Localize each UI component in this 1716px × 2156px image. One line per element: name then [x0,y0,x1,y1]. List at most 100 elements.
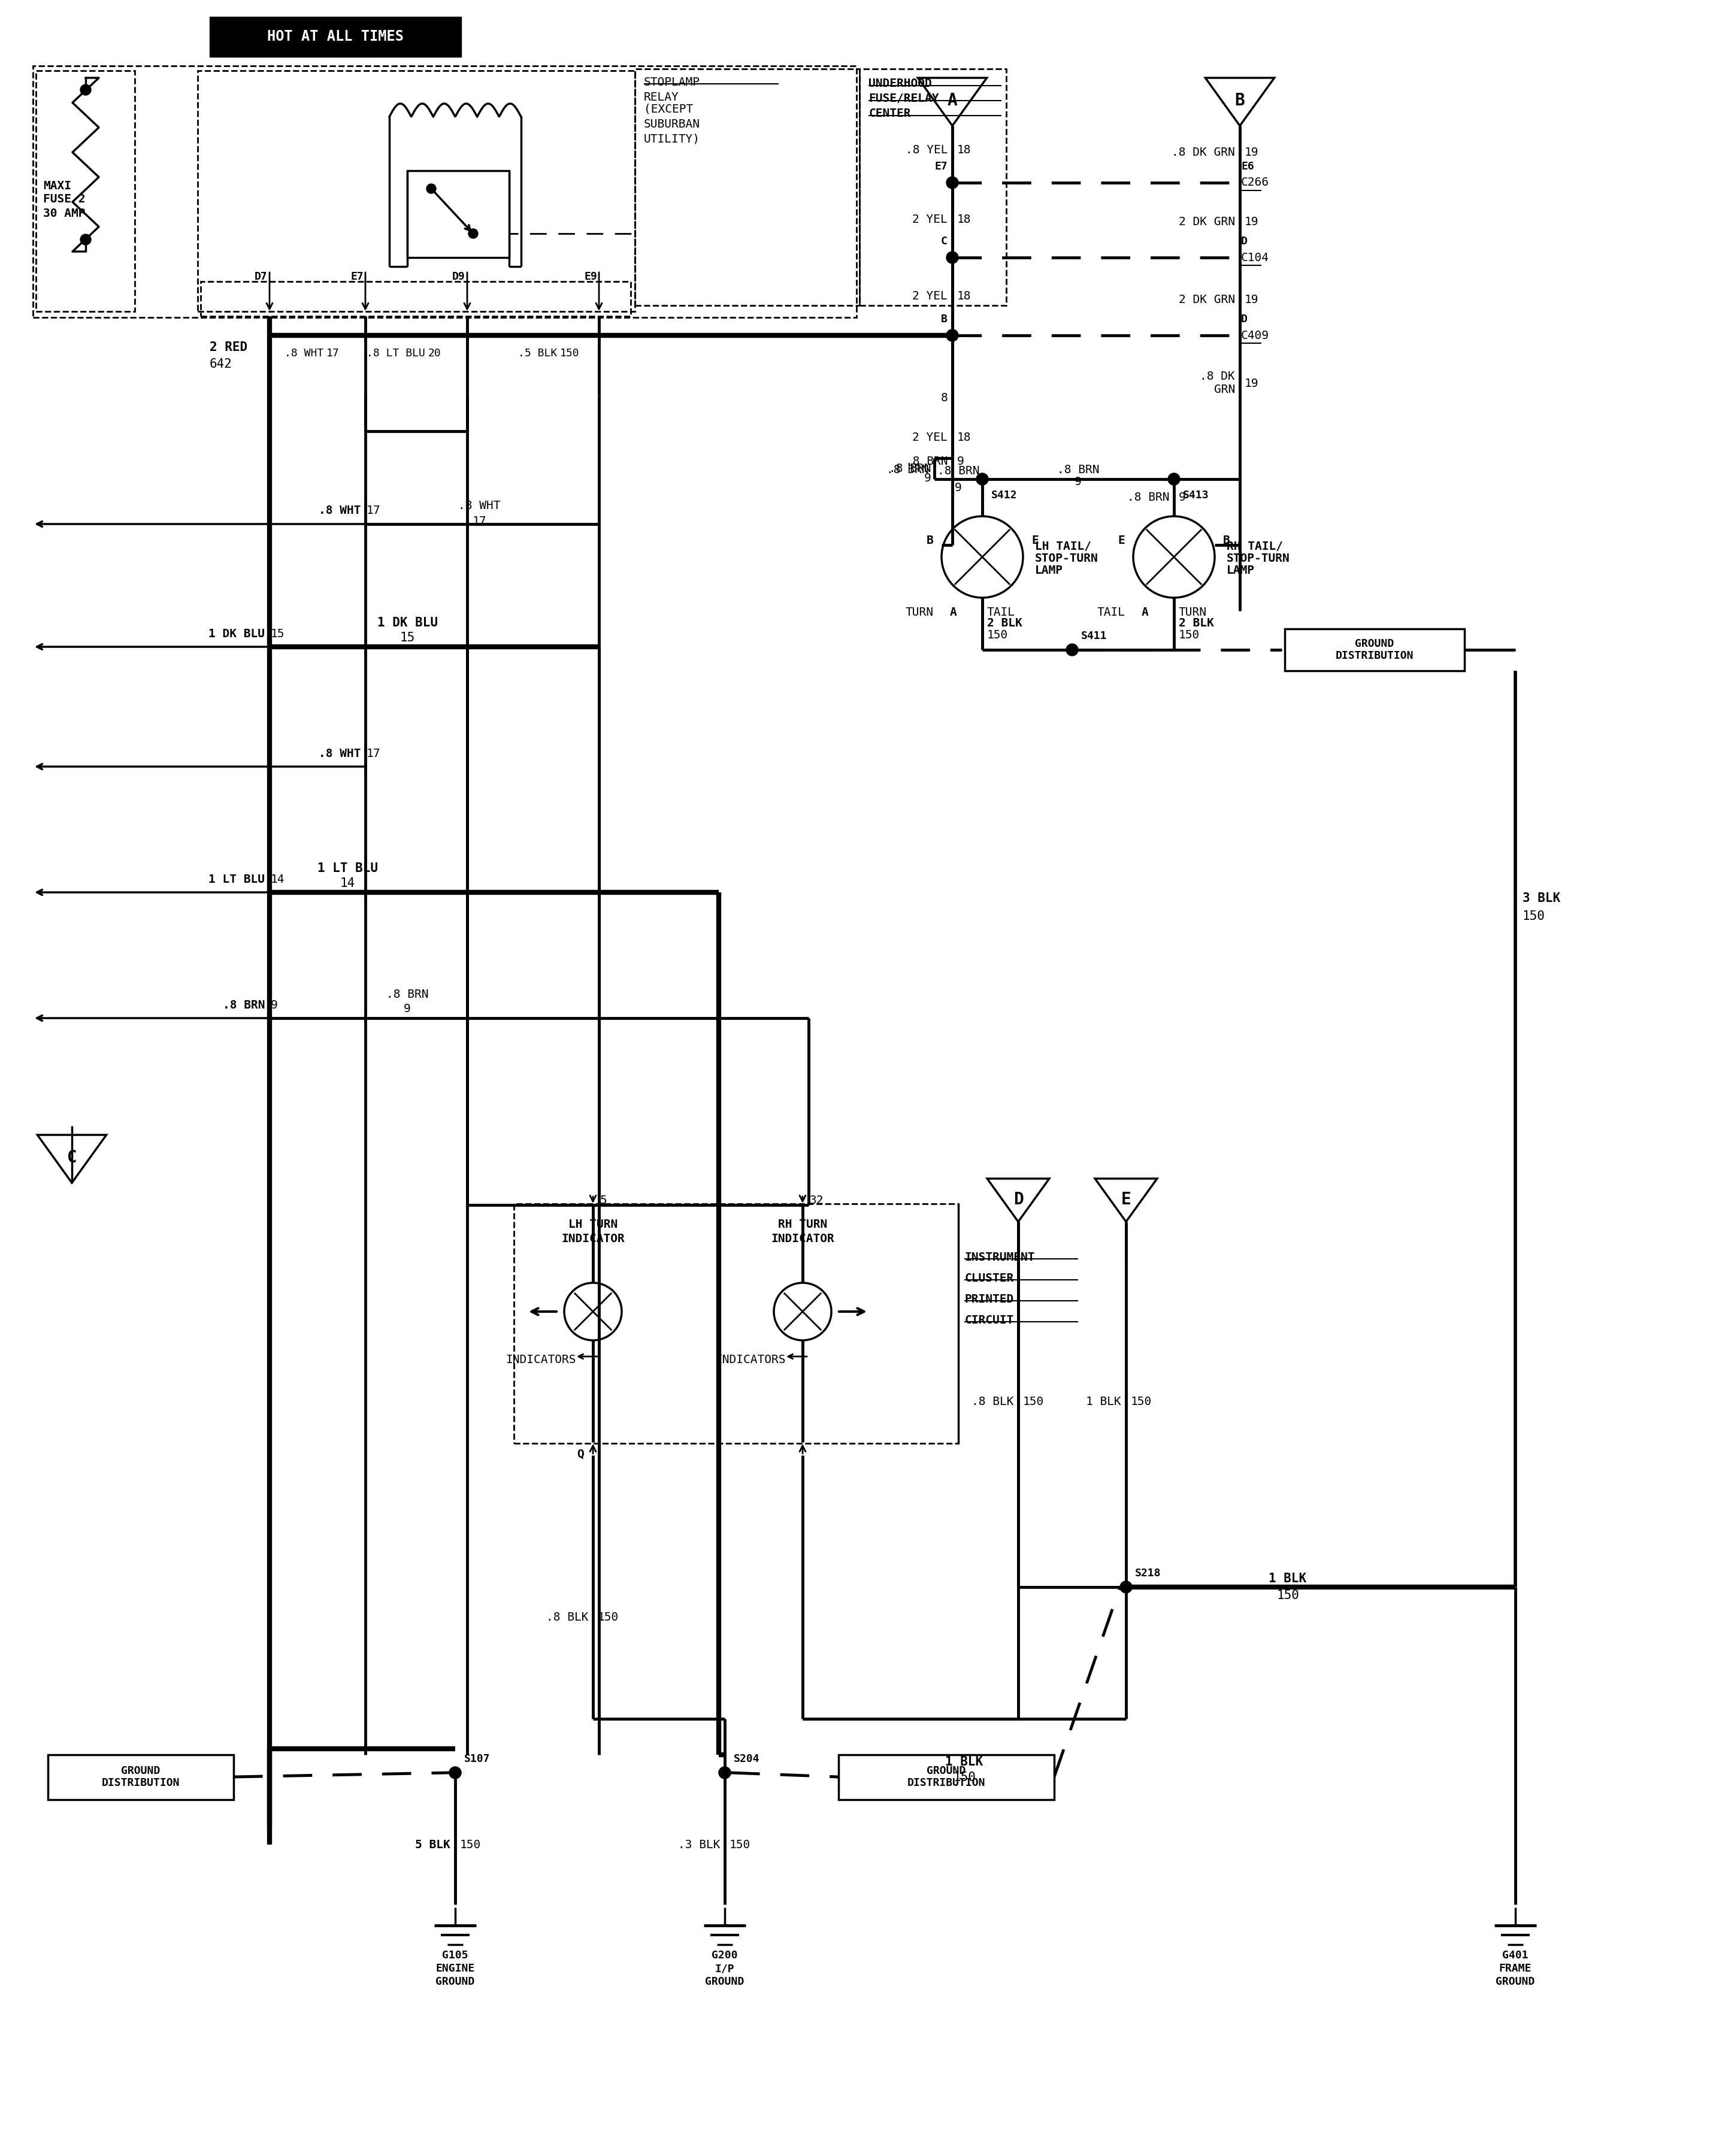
Text: E7: E7 [935,162,947,172]
Text: STOP-TURN: STOP-TURN [1227,552,1290,565]
Text: 9: 9 [925,472,932,483]
Text: INSTRUMENT: INSTRUMENT [964,1253,1035,1263]
Text: A: A [1141,608,1148,619]
Text: .8 LT BLU: .8 LT BLU [367,347,426,358]
Text: INDICATORS: INDICATORS [506,1354,577,1365]
Text: 2 YEL: 2 YEL [913,431,947,442]
Text: SUBURBAN: SUBURBAN [644,119,700,129]
Text: .3 BLK: .3 BLK [678,1839,721,1850]
Text: GROUND: GROUND [436,1977,475,1988]
Text: B: B [1224,535,1230,545]
Circle shape [81,84,91,95]
Text: S204: S204 [734,1753,760,1764]
Text: TURN: TURN [904,608,934,619]
Text: 19: 19 [1244,293,1260,306]
Text: GROUND: GROUND [705,1977,745,1988]
Text: .8 BLK: .8 BLK [546,1611,589,1623]
Text: RH TURN: RH TURN [777,1218,827,1231]
Text: C409: C409 [1241,330,1270,341]
Text: INDICATOR: INDICATOR [770,1233,834,1244]
Text: TAIL: TAIL [987,608,1014,619]
Text: 30 AMP: 30 AMP [43,207,86,220]
Text: 19: 19 [1244,147,1260,157]
Text: .8 BRN: .8 BRN [386,987,429,1000]
Text: .8 WHT: .8 WHT [285,347,323,358]
Text: .8 BRN: .8 BRN [937,466,980,476]
Text: 1 BLK: 1 BLK [946,1755,983,1768]
Circle shape [1121,1580,1133,1593]
Text: G401: G401 [1502,1949,1529,1960]
Text: FUSE 2: FUSE 2 [43,194,86,205]
Text: ENGINE: ENGINE [436,1964,475,1975]
Text: .8 BRN: .8 BRN [223,998,264,1011]
Text: E: E [1117,535,1124,545]
Text: GROUND
DISTRIBUTION: GROUND DISTRIBUTION [908,1766,985,1789]
Text: I/P: I/P [716,1964,734,1975]
Text: GROUND
DISTRIBUTION: GROUND DISTRIBUTION [1335,638,1414,662]
Text: E: E [1121,1190,1131,1207]
Text: 2 YEL: 2 YEL [913,291,947,302]
Circle shape [946,252,958,263]
Text: B: B [927,535,934,545]
Text: .8 WHT: .8 WHT [458,500,501,511]
Text: 9: 9 [954,481,963,494]
Text: .8 BRN: .8 BRN [1057,464,1100,474]
Text: 150: 150 [1023,1395,1043,1408]
Text: G200: G200 [712,1949,738,1960]
Circle shape [81,235,91,246]
Text: D9: D9 [453,272,465,282]
Text: D: D [1012,1190,1023,1207]
Circle shape [719,1766,731,1779]
Text: C104: C104 [1241,252,1270,263]
Text: MAXI: MAXI [43,179,72,192]
Text: D: D [1241,315,1248,326]
Text: GROUND
DISTRIBUTION: GROUND DISTRIBUTION [101,1766,180,1789]
Text: 18: 18 [958,144,971,155]
Text: 17: 17 [367,748,381,759]
Text: 150: 150 [460,1839,480,1850]
Text: TURN: TURN [1179,608,1206,619]
Text: 2 DK GRN: 2 DK GRN [1179,293,1236,306]
Text: .8 BLK: .8 BLK [971,1395,1014,1408]
Text: 17: 17 [472,515,486,526]
Text: LH TAIL/: LH TAIL/ [1035,541,1091,552]
Text: 18: 18 [958,291,971,302]
Text: D7: D7 [254,272,268,282]
Bar [839,1755,1054,1800]
Text: .8 WHT: .8 WHT [319,505,360,517]
Text: 2 BLK: 2 BLK [1179,617,1213,630]
Text: 150: 150 [1277,1589,1299,1602]
Text: UTILITY): UTILITY) [644,134,700,144]
Circle shape [427,183,436,194]
Text: 17: 17 [367,505,381,517]
Bar [197,71,635,310]
Text: LAMP: LAMP [1035,565,1064,576]
Text: 19: 19 [1244,377,1260,388]
Text: 150: 150 [597,1611,619,1623]
Text: 32: 32 [810,1194,824,1207]
Text: STOPLAMP: STOPLAMP [644,78,700,88]
Text: A: A [947,93,958,110]
Circle shape [450,1766,462,1779]
Text: 19: 19 [1244,216,1260,226]
Circle shape [946,330,958,341]
Text: 2 BLK: 2 BLK [987,617,1023,630]
Text: CLUSTER: CLUSTER [964,1272,1014,1285]
Text: 150: 150 [1522,910,1544,923]
Text: E6: E6 [1241,162,1254,172]
Text: 9: 9 [271,998,278,1011]
Text: S107: S107 [465,1753,491,1764]
Text: 14: 14 [271,873,285,884]
Circle shape [946,177,958,190]
Circle shape [1169,472,1181,485]
Text: UNDERHOOD: UNDERHOOD [868,78,932,88]
Text: HOT AT ALL TIMES: HOT AT ALL TIMES [268,30,403,43]
Text: D: D [1241,235,1248,246]
Text: PRINTED: PRINTED [964,1294,1014,1304]
Text: B: B [940,315,947,326]
Text: 9: 9 [1179,492,1186,502]
Text: GROUND: GROUND [1496,1977,1534,1988]
Text: A: A [951,608,958,619]
Text: INDICATORS: INDICATORS [716,1354,786,1365]
Bar [209,17,462,56]
